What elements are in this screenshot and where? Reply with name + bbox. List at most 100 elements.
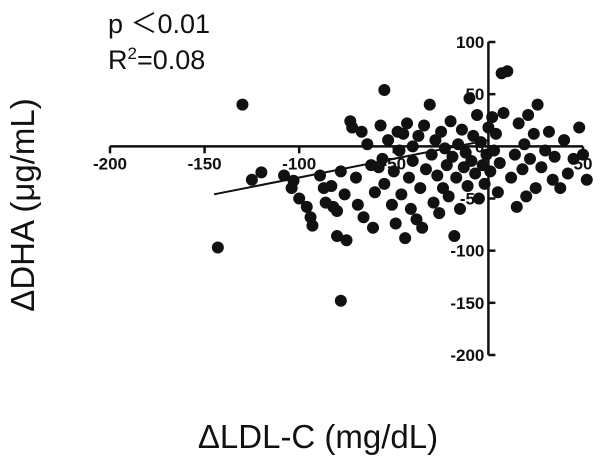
data-point: [211, 241, 224, 254]
y-tick-label: 50: [465, 85, 484, 104]
y-tick-label: 0: [475, 137, 484, 156]
data-point: [416, 221, 429, 234]
data-point: [567, 152, 580, 165]
y-tick-label: -50: [460, 190, 485, 209]
data-point: [331, 230, 344, 243]
data-point: [554, 182, 567, 195]
data-point: [351, 198, 364, 211]
data-point: [535, 161, 548, 174]
points-layer: [211, 65, 593, 307]
data-point: [357, 211, 370, 224]
data-point: [306, 219, 319, 232]
y-tick-label: 100: [456, 33, 484, 52]
data-point: [340, 234, 353, 247]
data-point: [501, 65, 514, 78]
data-point: [419, 163, 432, 176]
data-point: [493, 157, 506, 170]
data-point: [548, 150, 561, 163]
y-tick-label: -150: [450, 294, 484, 313]
data-point: [414, 182, 427, 195]
data-point: [287, 174, 300, 187]
data-point: [546, 173, 559, 186]
data-point: [331, 205, 344, 218]
data-point: [455, 123, 468, 136]
data-point: [389, 217, 402, 230]
data-point: [463, 92, 476, 105]
data-point: [484, 165, 497, 178]
data-point: [433, 207, 446, 220]
data-point: [245, 173, 258, 186]
data-point: [542, 125, 555, 138]
data-point: [325, 179, 338, 192]
data-point: [404, 202, 417, 215]
data-point: [454, 202, 467, 215]
data-point: [524, 152, 537, 165]
data-point: [425, 148, 438, 161]
data-point: [510, 200, 523, 213]
data-point: [338, 188, 351, 201]
data-point: [505, 171, 518, 184]
data-point: [346, 121, 359, 134]
y-tick-label: -200: [450, 346, 484, 365]
x-tick-label: -100: [282, 154, 316, 173]
data-point: [293, 192, 306, 205]
data-point: [489, 127, 502, 140]
data-point: [349, 171, 362, 184]
data-point: [255, 166, 268, 179]
data-point: [435, 125, 448, 138]
data-point: [529, 182, 542, 195]
data-point: [402, 171, 415, 184]
data-point: [491, 186, 504, 199]
r-squared-value: =0.08: [136, 45, 206, 75]
data-point: [431, 169, 444, 182]
data-point: [450, 171, 463, 184]
data-point: [427, 196, 440, 209]
data-point: [399, 232, 412, 245]
data-point: [448, 230, 461, 243]
tick-labels-layer: -200 -150 -100 -50 50 100 50 0 -50 -100 -150 -200: [93, 33, 592, 365]
data-point: [368, 186, 381, 199]
data-point: [558, 134, 571, 147]
data-point: [531, 98, 544, 111]
x-tick-label: -200: [93, 154, 127, 173]
data-point: [518, 138, 531, 151]
data-point: [577, 148, 589, 161]
data-point: [508, 148, 521, 161]
data-point: [561, 167, 574, 180]
data-point: [444, 115, 457, 128]
data-point: [527, 127, 540, 140]
data-point: [314, 169, 327, 182]
data-point: [401, 117, 414, 130]
x-tick-label: 50: [574, 154, 593, 173]
data-point: [512, 117, 525, 130]
data-point: [397, 127, 410, 140]
r-squared-prefix: R: [108, 45, 128, 75]
x-axis-title: ΔLDL-C (mg/dL): [198, 418, 438, 455]
data-point: [580, 173, 593, 186]
data-point: [300, 200, 313, 213]
data-point: [423, 98, 436, 111]
data-point: [465, 154, 478, 167]
data-point: [516, 163, 529, 176]
data-point: [236, 98, 249, 111]
data-point: [446, 150, 459, 163]
axes-layer: [108, 40, 585, 357]
data-point: [378, 177, 391, 190]
r-squared-superscript: 2: [127, 44, 137, 63]
data-point: [334, 165, 347, 178]
data-point: [412, 129, 425, 142]
data-point: [442, 190, 455, 203]
data-point: [461, 179, 474, 192]
data-point: [278, 169, 291, 182]
data-point: [382, 134, 395, 147]
data-point: [418, 119, 431, 132]
data-point: [387, 165, 400, 178]
data-point: [366, 221, 379, 234]
data-point: [378, 83, 391, 96]
data-point: [472, 192, 485, 205]
data-point: [376, 152, 389, 165]
data-point: [355, 125, 368, 138]
y-axis-title: ΔDHA (μg/mL): [4, 98, 41, 311]
x-tick-label: -150: [188, 154, 222, 173]
